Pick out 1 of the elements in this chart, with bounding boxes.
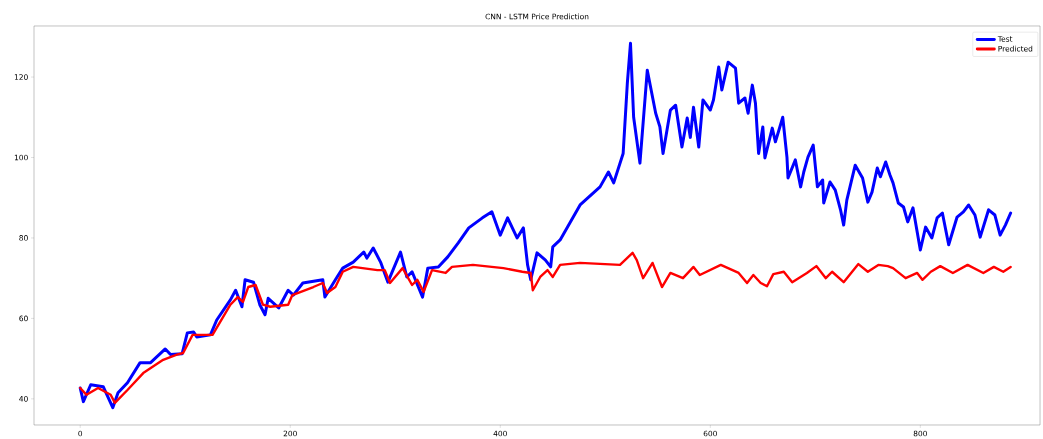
line-series bbox=[79, 251, 1012, 405]
